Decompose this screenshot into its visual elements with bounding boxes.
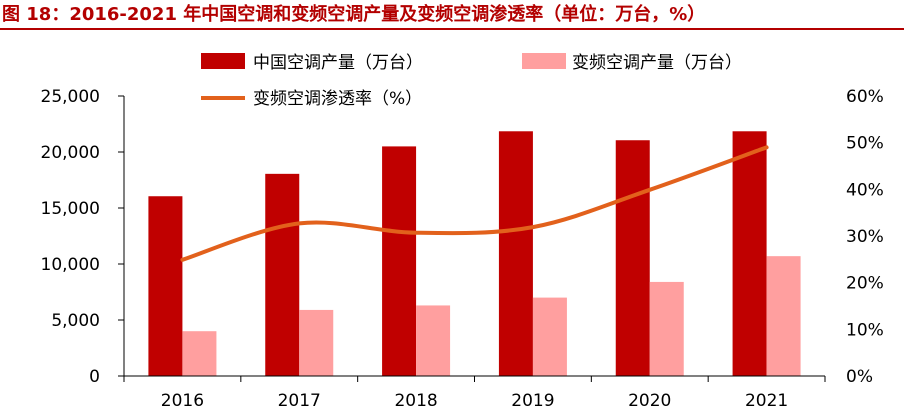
bar-total-2018: [382, 146, 417, 376]
bar-total-2017: [265, 173, 300, 376]
y-axis-left: 0 5,000 10,000 15,000 20,000 25,000: [41, 87, 125, 387]
y2-tick-label: 0%: [846, 367, 873, 387]
y-tick-label: 0: [89, 367, 100, 387]
legend-label-total: 中国空调产量（万台）: [253, 53, 423, 73]
bar-inverter-2018: [416, 305, 451, 376]
penetration-line: [180, 145, 769, 262]
legend-label-inverter: 变频空调产量（万台）: [572, 53, 742, 73]
legend-swatch-inverter: [522, 53, 566, 69]
y2-tick-label: 30%: [846, 227, 884, 247]
y-tick-label: 20,000: [41, 143, 100, 163]
line-point-2017: [298, 222, 300, 224]
x-tick-label: 2018: [394, 391, 437, 411]
x-tick-label: 2017: [278, 391, 321, 411]
legend-label-penetration: 变频空调渗透率（%）: [253, 89, 422, 109]
y-tick-label: 5,000: [51, 311, 100, 331]
chart-title: 图 18：2016-2021 年中国空调和变频空调产量及变频空调渗透率（单位：万…: [0, 0, 904, 30]
line-point-2019: [532, 226, 534, 228]
bar-total-2020: [615, 140, 650, 376]
line-point-2016: [181, 259, 183, 261]
y2-tick-label: 20%: [846, 274, 884, 294]
bar-inverter-2019: [532, 297, 567, 376]
bar-inverter-2016: [182, 331, 217, 376]
y2-tick-label: 50%: [846, 134, 884, 154]
bar-inverter-2021: [766, 256, 801, 376]
bar-total-2021: [732, 131, 767, 376]
line-point-2021: [766, 146, 768, 148]
legend-swatch-total: [201, 53, 245, 69]
line-point-2018: [415, 232, 417, 234]
bar-total-2016: [148, 196, 183, 376]
x-tick-label: 2020: [628, 391, 671, 411]
y-axis-right: 0% 10% 20% 30% 40% 50% 60%: [846, 87, 884, 387]
y2-tick-label: 40%: [846, 180, 884, 200]
x-tick-label: 2016: [161, 391, 204, 411]
y-tick-label: 15,000: [41, 199, 100, 219]
x-axis: 2016 2017 2018 2019 2020 2021: [123, 375, 826, 411]
y2-tick-label: 10%: [846, 320, 884, 340]
bar-total-2019: [498, 131, 533, 376]
y-tick-label: 25,000: [41, 87, 100, 107]
bars: [148, 131, 801, 376]
line-series-penetration: [180, 145, 769, 262]
line-point-2020: [649, 189, 651, 191]
bar-inverter-2017: [299, 309, 334, 376]
x-tick-label: 2021: [745, 391, 788, 411]
y2-tick-label: 60%: [846, 87, 884, 107]
x-tick-label: 2019: [511, 391, 554, 411]
legend: 中国空调产量（万台） 变频空调产量（万台） 变频空调渗透率（%）: [201, 53, 742, 109]
bar-inverter-2020: [649, 281, 684, 376]
y-tick-label: 10,000: [41, 255, 100, 275]
